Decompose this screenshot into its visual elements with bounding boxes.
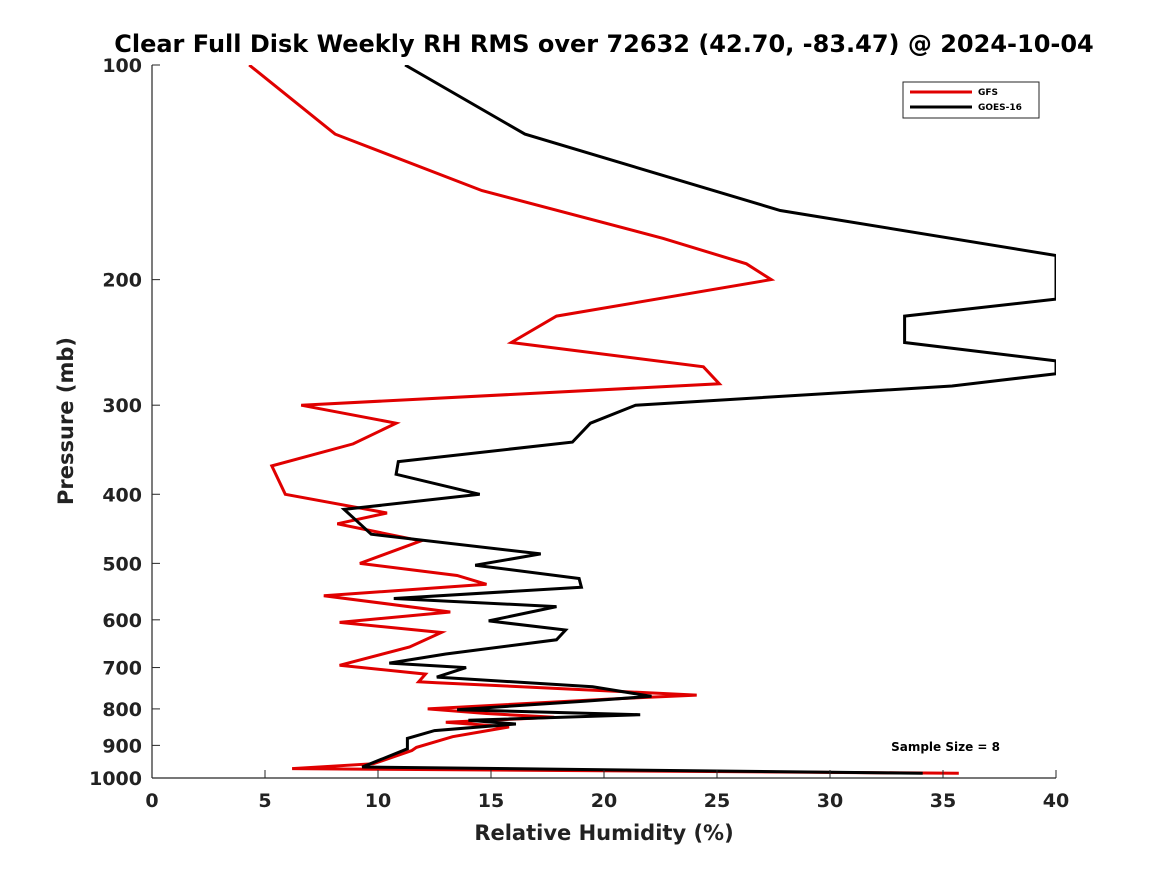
x-tick-label: 15 — [478, 790, 504, 812]
x-tick-label: 25 — [704, 790, 730, 812]
legend-label: GFS — [978, 88, 998, 98]
y-tick-label: 700 — [102, 658, 142, 680]
x-tick-label: 30 — [817, 790, 843, 812]
x-tick-label: 20 — [591, 790, 617, 812]
legend-label: GOES-16 — [978, 103, 1022, 113]
x-tick-label: 0 — [145, 790, 158, 812]
x-tick-label: 10 — [365, 790, 391, 812]
y-tick-label: 200 — [102, 270, 142, 292]
x-tick-label: 35 — [930, 790, 956, 812]
y-tick-label: 1000 — [89, 768, 142, 790]
x-tick-label: 40 — [1043, 790, 1069, 812]
sample-size-annotation: Sample Size = 8 — [891, 740, 1000, 754]
y-tick-label: 500 — [102, 553, 142, 575]
series-group — [248, 65, 1056, 775]
y-tick-label: 400 — [102, 484, 142, 506]
y-tick-label: 600 — [102, 610, 142, 632]
x-tick-label: 5 — [258, 790, 271, 812]
y-tick-label: 100 — [102, 55, 142, 77]
chart-title: Clear Full Disk Weekly RH RMS over 72632… — [114, 30, 1094, 58]
y-tick-label: 800 — [102, 699, 142, 721]
legend-box — [902, 81, 1040, 119]
y-tick-label: 300 — [102, 395, 142, 417]
y-axis-label: Pressure (mb) — [54, 337, 78, 505]
y-tick-label: 900 — [102, 735, 142, 757]
x-axis-label: Relative Humidity (%) — [474, 821, 733, 845]
series-line-goes-16 — [340, 65, 1056, 775]
legend: GFS GOES-16 — [902, 81, 1040, 119]
plot-area: 0 5 10 15 20 25 30 35 40 100 200 300 400 500 600 700 800… — [89, 55, 1069, 812]
